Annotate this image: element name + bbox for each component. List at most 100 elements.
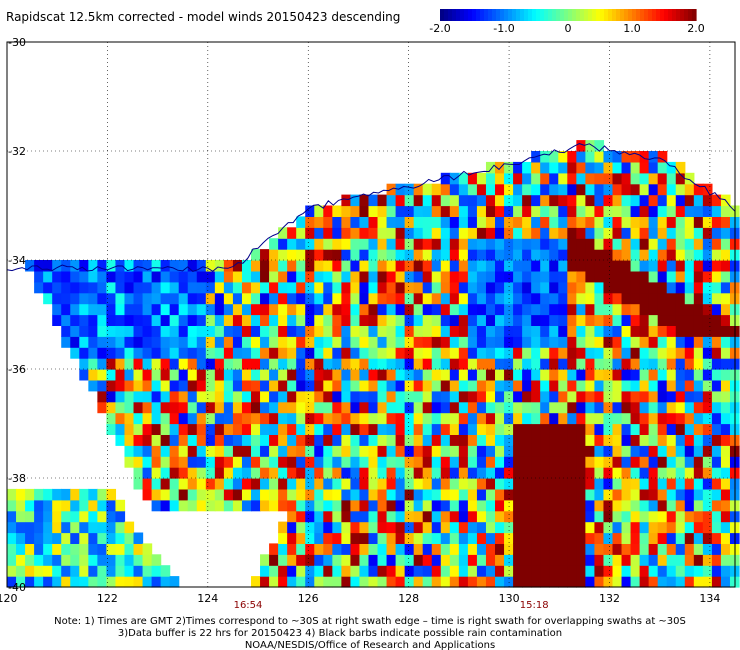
field-cell xyxy=(702,227,713,239)
field-cell xyxy=(522,183,532,196)
field-cell xyxy=(585,325,596,337)
field-cell xyxy=(603,554,614,566)
field-cell xyxy=(513,576,523,588)
field-cell xyxy=(142,554,153,566)
field-cell xyxy=(287,325,297,337)
field-cell xyxy=(431,488,442,501)
field-cell xyxy=(332,205,342,217)
field-cell xyxy=(630,270,641,283)
field-cell xyxy=(287,445,297,457)
field-cell xyxy=(476,488,487,501)
field-cell xyxy=(449,554,460,566)
field-cell xyxy=(278,227,288,239)
field-cell xyxy=(431,554,442,566)
field-cell xyxy=(413,216,424,228)
field-cell xyxy=(251,325,261,337)
field-cell xyxy=(639,249,650,261)
field-cell xyxy=(97,510,108,523)
field-cell xyxy=(684,565,695,577)
field-cell xyxy=(458,456,469,468)
field-cell xyxy=(711,194,722,207)
field-cell xyxy=(666,336,677,348)
field-cell xyxy=(332,303,342,316)
field-cell xyxy=(115,369,126,381)
field-cell xyxy=(187,292,198,305)
field-cell xyxy=(558,151,568,163)
field-cell xyxy=(540,227,550,239)
field-cell xyxy=(576,576,586,588)
field-cell xyxy=(251,347,261,359)
field-cell xyxy=(513,325,523,337)
field-cell xyxy=(232,260,243,272)
field-cell xyxy=(386,467,397,479)
field-cell xyxy=(115,434,126,446)
field-cell xyxy=(169,401,180,414)
field-cell xyxy=(187,456,198,468)
field-cell xyxy=(476,445,487,457)
field-cell xyxy=(612,358,623,370)
field-cell xyxy=(513,369,523,381)
field-cell xyxy=(458,216,469,228)
field-cell xyxy=(223,456,234,468)
field-cell xyxy=(323,270,333,283)
field-cell xyxy=(350,390,361,403)
field-cell xyxy=(702,260,713,272)
field-cell xyxy=(684,281,695,294)
field-cell xyxy=(332,401,342,414)
field-cell xyxy=(513,456,523,468)
field-cell xyxy=(151,445,162,457)
field-cell xyxy=(567,227,577,239)
field-cell xyxy=(702,238,713,250)
field-cell xyxy=(287,401,297,414)
field-cell xyxy=(431,499,442,512)
field-cell xyxy=(223,347,234,359)
colorbar-segment xyxy=(508,9,513,21)
field-cell xyxy=(422,281,433,294)
field-cell xyxy=(702,478,713,490)
field-cell xyxy=(476,347,487,359)
field-cell xyxy=(232,488,243,501)
field-cell xyxy=(675,423,686,435)
field-cell xyxy=(187,260,198,272)
field-cell xyxy=(531,260,541,272)
field-cell xyxy=(422,292,433,305)
field-cell xyxy=(576,336,586,348)
field-cell xyxy=(151,401,162,414)
field-cell xyxy=(485,194,496,207)
field-cell xyxy=(612,576,623,588)
field-cell xyxy=(476,216,487,228)
field-cell xyxy=(458,358,469,370)
field-cell xyxy=(603,390,614,403)
field-cell xyxy=(151,314,162,326)
field-cell xyxy=(476,249,487,261)
field-cell xyxy=(205,499,216,512)
field-cell xyxy=(169,303,180,316)
field-cell xyxy=(648,194,659,207)
field-cell xyxy=(485,216,496,228)
field-cell xyxy=(151,379,162,392)
field-cell xyxy=(341,499,352,512)
field-cell xyxy=(648,172,659,185)
field-cell xyxy=(549,488,559,501)
field-cell xyxy=(666,161,677,174)
field-cell xyxy=(504,227,514,239)
field-cell xyxy=(377,478,388,490)
field-cell xyxy=(657,347,668,359)
field-cell xyxy=(585,456,596,468)
field-cell xyxy=(359,249,370,261)
field-cell xyxy=(476,521,487,534)
field-cell xyxy=(585,369,596,381)
field-cell xyxy=(711,543,722,555)
field-cell xyxy=(485,336,496,348)
field-cell xyxy=(431,379,442,392)
field-cell xyxy=(431,238,442,250)
field-cell xyxy=(522,510,532,523)
field-cell xyxy=(169,260,180,272)
field-cell xyxy=(368,270,379,283)
field-cell xyxy=(576,434,586,446)
field-cell xyxy=(404,325,415,337)
field-cell xyxy=(97,336,108,348)
field-cell xyxy=(332,478,342,490)
field-cell xyxy=(657,260,668,272)
field-cell xyxy=(422,325,433,337)
